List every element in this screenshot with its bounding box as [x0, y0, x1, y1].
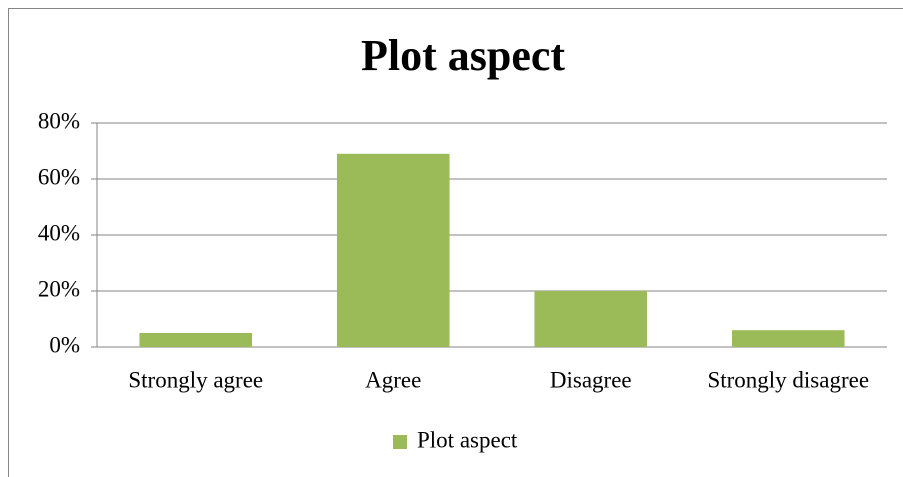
- chart-title: Plot aspect: [361, 31, 565, 80]
- x-tick-label: Strongly agree: [128, 367, 263, 392]
- y-tick-label: 80%: [38, 108, 80, 133]
- x-tick-label: Disagree: [550, 367, 632, 392]
- x-tick-label: Agree: [365, 367, 421, 392]
- bar: [731, 330, 845, 347]
- chart-frame: [8, 8, 903, 477]
- bar: [534, 291, 648, 347]
- bar: [139, 333, 253, 347]
- y-tick-label: 20%: [38, 276, 80, 301]
- bar: [336, 153, 450, 347]
- y-tick-label: 0%: [49, 332, 80, 357]
- x-tick-label: Strongly disagree: [707, 367, 869, 392]
- y-tick-label: 60%: [38, 164, 80, 189]
- y-tick-label: 40%: [38, 220, 80, 245]
- legend-swatch: [393, 435, 407, 449]
- legend-label: Plot aspect: [417, 427, 518, 452]
